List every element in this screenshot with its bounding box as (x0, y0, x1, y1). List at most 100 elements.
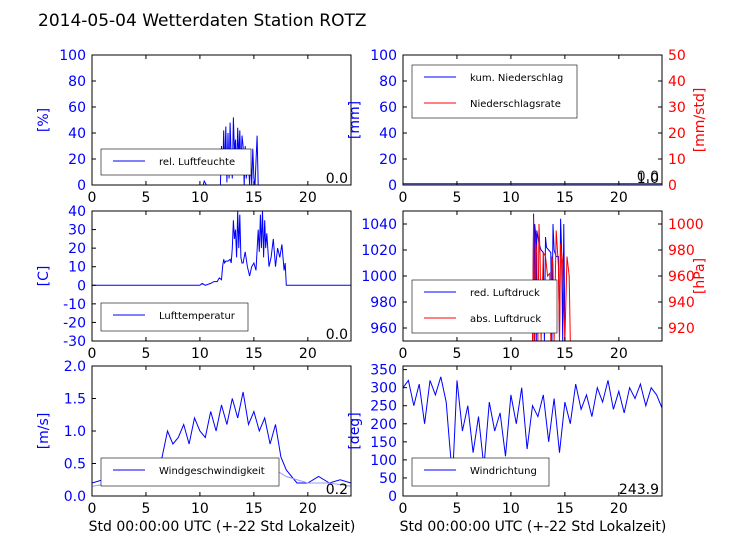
series-group (403, 376, 662, 478)
y-tick-label: 20 (68, 241, 86, 257)
x-tick-label: 15 (556, 190, 574, 206)
y-tick-label: 80 (68, 74, 86, 90)
x-tick-label: 0 (88, 501, 97, 517)
y-tick-label: 1000 (361, 269, 397, 285)
legend-label: Niederschlagsrate (470, 99, 561, 110)
legend: Windrichtung (411, 457, 550, 487)
panel-winddir: 0 5 10 15 20050100150200250300350[deg]Windri… (347, 363, 663, 517)
y-axis-label: [m/s] (36, 413, 52, 450)
current-value: 0.2 (326, 482, 348, 498)
y2-tick-label: 50 (668, 48, 686, 64)
x-tick-label: 10 (191, 501, 209, 517)
y-tick-label: 60 (379, 100, 397, 116)
legend: Lufttemperatur (100, 302, 249, 332)
y-tick-label: 250 (370, 399, 397, 415)
y-tick-label: 40 (68, 126, 86, 142)
x-tick-label: 15 (556, 346, 574, 362)
y-tick-label: 60 (68, 100, 86, 116)
legend: kum. Niederschlag Niederschlagsrate (411, 64, 578, 119)
y-tick-label: 80 (379, 74, 397, 90)
y-tick-label: 20 (68, 152, 86, 168)
panel-windspeed: 0 5 10 15 20 0.0 0.5 1.0 1.5 2.0 [m/s] Windgeschwin… (36, 359, 352, 517)
x-tick-label: 0 (399, 501, 408, 517)
x-axis-label-left: Std 00:00:00 UTC (+-22 Std Lokalzeit) (89, 519, 356, 535)
y-tick-label: 980 (370, 295, 397, 311)
figure-title: 2014-05-04 Wetterdaten Station ROTZ (38, 11, 367, 31)
y-axis-label: [deg] (347, 412, 363, 449)
current-value: 0.0 (326, 171, 348, 187)
x-tick-label: 5 (141, 190, 150, 206)
series-line-temperature-0 (92, 211, 351, 286)
y-tick-label: 100 (370, 48, 397, 64)
y-tick-label: 150 (370, 435, 397, 451)
legend-label: kum. Niederschlag (470, 73, 563, 84)
y-axis-label: [mm] (347, 101, 363, 139)
legend-label: Windgeschwindigkeit (159, 466, 265, 477)
x-tick-label: 0 (399, 190, 408, 206)
current-value: 1.0 (637, 171, 659, 187)
y-tick-label: 40 (68, 204, 86, 220)
y-tick-label: 40 (379, 126, 397, 142)
x-tick-label: 15 (245, 190, 263, 206)
x-tick-label: 0 (399, 346, 408, 362)
legend: Windgeschwindigkeit (100, 457, 280, 487)
y2-axis-label: [hPa] (692, 258, 708, 294)
y-tick-label: 20 (379, 152, 397, 168)
y-tick-label: 1.5 (64, 392, 86, 408)
x-tick-label: 0 (88, 190, 97, 206)
series-group (92, 211, 351, 286)
x-tick-label: 15 (245, 346, 263, 362)
panel-precipitation: 0 5 10 15 20 0 20 40 60 80 100 0 10 20 30 40 50 [mm] [mm/s… (347, 48, 708, 206)
y-tick-label: -20 (63, 315, 86, 331)
x-tick-label: 20 (299, 501, 317, 517)
y-tick-label: 0.0 (64, 489, 86, 505)
x-tick-label: 5 (452, 346, 461, 362)
x-tick-label: 20 (299, 190, 317, 206)
legend-label: rel. Luftfeuchte (159, 157, 235, 168)
legend-label: abs. Luftdruck (470, 314, 541, 325)
legend: red. Luftdruck abs. Luftdruck (411, 279, 558, 334)
y-tick-label: 0 (77, 178, 86, 194)
y2-tick-label: 30 (668, 100, 686, 116)
y-tick-label: 300 (370, 381, 397, 397)
legend-box (411, 279, 558, 334)
x-tick-label: 20 (610, 190, 628, 206)
y-axis-label: [C] (36, 266, 52, 287)
legend-box (411, 64, 578, 119)
panel-humidity: 0 5 10 15 20 0 20 40 60 80 100 [%] rel. Luftfeuchte 0… (36, 48, 352, 206)
plot-frame (91, 54, 352, 186)
y-tick-label: 10 (68, 260, 86, 276)
y-tick-label: 200 (370, 417, 397, 433)
y-tick-label: 1020 (361, 243, 397, 259)
y2-tick-label: 980 (668, 243, 695, 259)
current-value-2: 0.0 (637, 169, 659, 185)
x-tick-label: 10 (191, 190, 209, 206)
x-tick-label: 0 (88, 346, 97, 362)
x-tick-label: 20 (610, 501, 628, 517)
y-tick-label: 2.0 (64, 359, 86, 375)
legend-label: Lufttemperatur (159, 311, 236, 322)
y-tick-label: 960 (370, 321, 397, 337)
y-tick-label: 0 (77, 278, 86, 294)
y2-tick-label: 40 (668, 74, 686, 90)
y-axis-label: [%] (36, 108, 52, 132)
legend-box (100, 148, 252, 176)
panel-pressure: 0 5 10 15 20 960 980 1000 1020 1040 920 940 960 980 10… (361, 210, 708, 362)
x-tick-label: 5 (141, 346, 150, 362)
y-tick-label: 1040 (361, 217, 397, 233)
x-axis-label-right: Std 00:00:00 UTC (+-22 Std Lokalzeit) (400, 519, 667, 535)
x-tick-label: 10 (502, 346, 520, 362)
x-tick-label: 10 (502, 190, 520, 206)
x-tick-label: 10 (191, 346, 209, 362)
y-tick-label: 0 (388, 489, 397, 505)
y2-axis-label: [mm/std] (692, 88, 708, 153)
x-tick-label: 15 (556, 501, 574, 517)
y-tick-label: 30 (68, 223, 86, 239)
current-value: 243.9 (619, 482, 659, 498)
series-line-winddir-0 (403, 376, 662, 478)
x-tick-label: 5 (452, 501, 461, 517)
x-tick-label: 20 (299, 346, 317, 362)
